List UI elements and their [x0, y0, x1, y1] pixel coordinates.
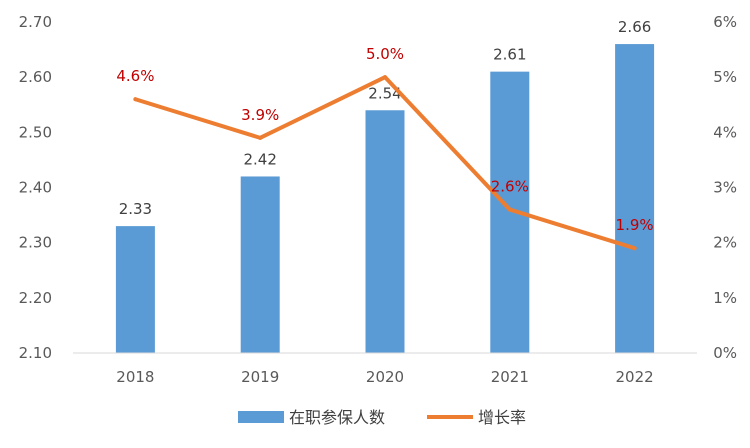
legend: 在职参保人数 增长率: [238, 408, 526, 427]
bar-data-label: 2.33: [119, 200, 152, 218]
line-point: [507, 207, 512, 212]
left-y-tick-label: 2.30: [19, 234, 52, 252]
left-y-tick-label: 2.10: [19, 344, 52, 362]
bar: [365, 110, 405, 354]
x-tick-label: 2018: [116, 368, 154, 386]
line-point: [383, 75, 387, 80]
line-data-label: 4.6%: [116, 67, 154, 85]
bar: [240, 176, 280, 353]
right-y-tick-label: 4%: [713, 123, 737, 141]
right-y-tick-label: 0%: [713, 344, 737, 362]
line-data-label: 3.9%: [241, 106, 279, 124]
right-y-tick-label: 2%: [713, 234, 737, 252]
line-series: 4.6% 3.9% 5.0% 2.6% 1.9%: [116, 45, 654, 251]
line-point: [258, 135, 263, 140]
line-point: [133, 97, 138, 102]
left-y-tick-label: 2.60: [19, 68, 52, 86]
x-tick-label: 2019: [241, 368, 279, 386]
left-y-tick-label: 2.40: [19, 179, 52, 197]
bar: [115, 226, 155, 353]
line-data-label: 2.6%: [491, 178, 529, 196]
right-y-tick-label: 5%: [713, 68, 737, 86]
x-tick-label: 2021: [491, 368, 529, 386]
line-data-label: 1.9%: [616, 216, 654, 234]
bar-series: 2.332.422.542.612.66: [115, 18, 655, 354]
line-data-label: 5.0%: [366, 45, 404, 63]
right-y-axis: 0% 1% 2% 3% 4% 5% 6%: [713, 13, 737, 362]
legend-label-line: 增长率: [478, 408, 526, 427]
x-axis: 2018 2019 2020 2021 2022: [116, 368, 653, 386]
x-tick-label: 2020: [366, 368, 404, 386]
left-y-tick-label: 2.70: [19, 13, 52, 31]
right-y-tick-label: 6%: [713, 13, 737, 31]
legend-label-bar: 在职参保人数: [289, 408, 385, 427]
left-y-tick-label: 2.20: [19, 289, 52, 307]
right-y-tick-label: 1%: [713, 289, 737, 307]
legend-swatch-bar: [238, 411, 284, 423]
x-tick-label: 2022: [616, 368, 654, 386]
bar-data-label: 2.42: [243, 150, 276, 168]
line-point: [632, 246, 637, 251]
right-y-tick-label: 3%: [713, 179, 737, 197]
left-y-tick-label: 2.50: [19, 123, 52, 141]
bar: [615, 44, 655, 354]
bar-data-label: 2.66: [618, 18, 651, 36]
left-y-axis: 2.10 2.20 2.30 2.40 2.50 2.60 2.70: [19, 13, 52, 362]
bar-data-label: 2.61: [493, 46, 526, 64]
